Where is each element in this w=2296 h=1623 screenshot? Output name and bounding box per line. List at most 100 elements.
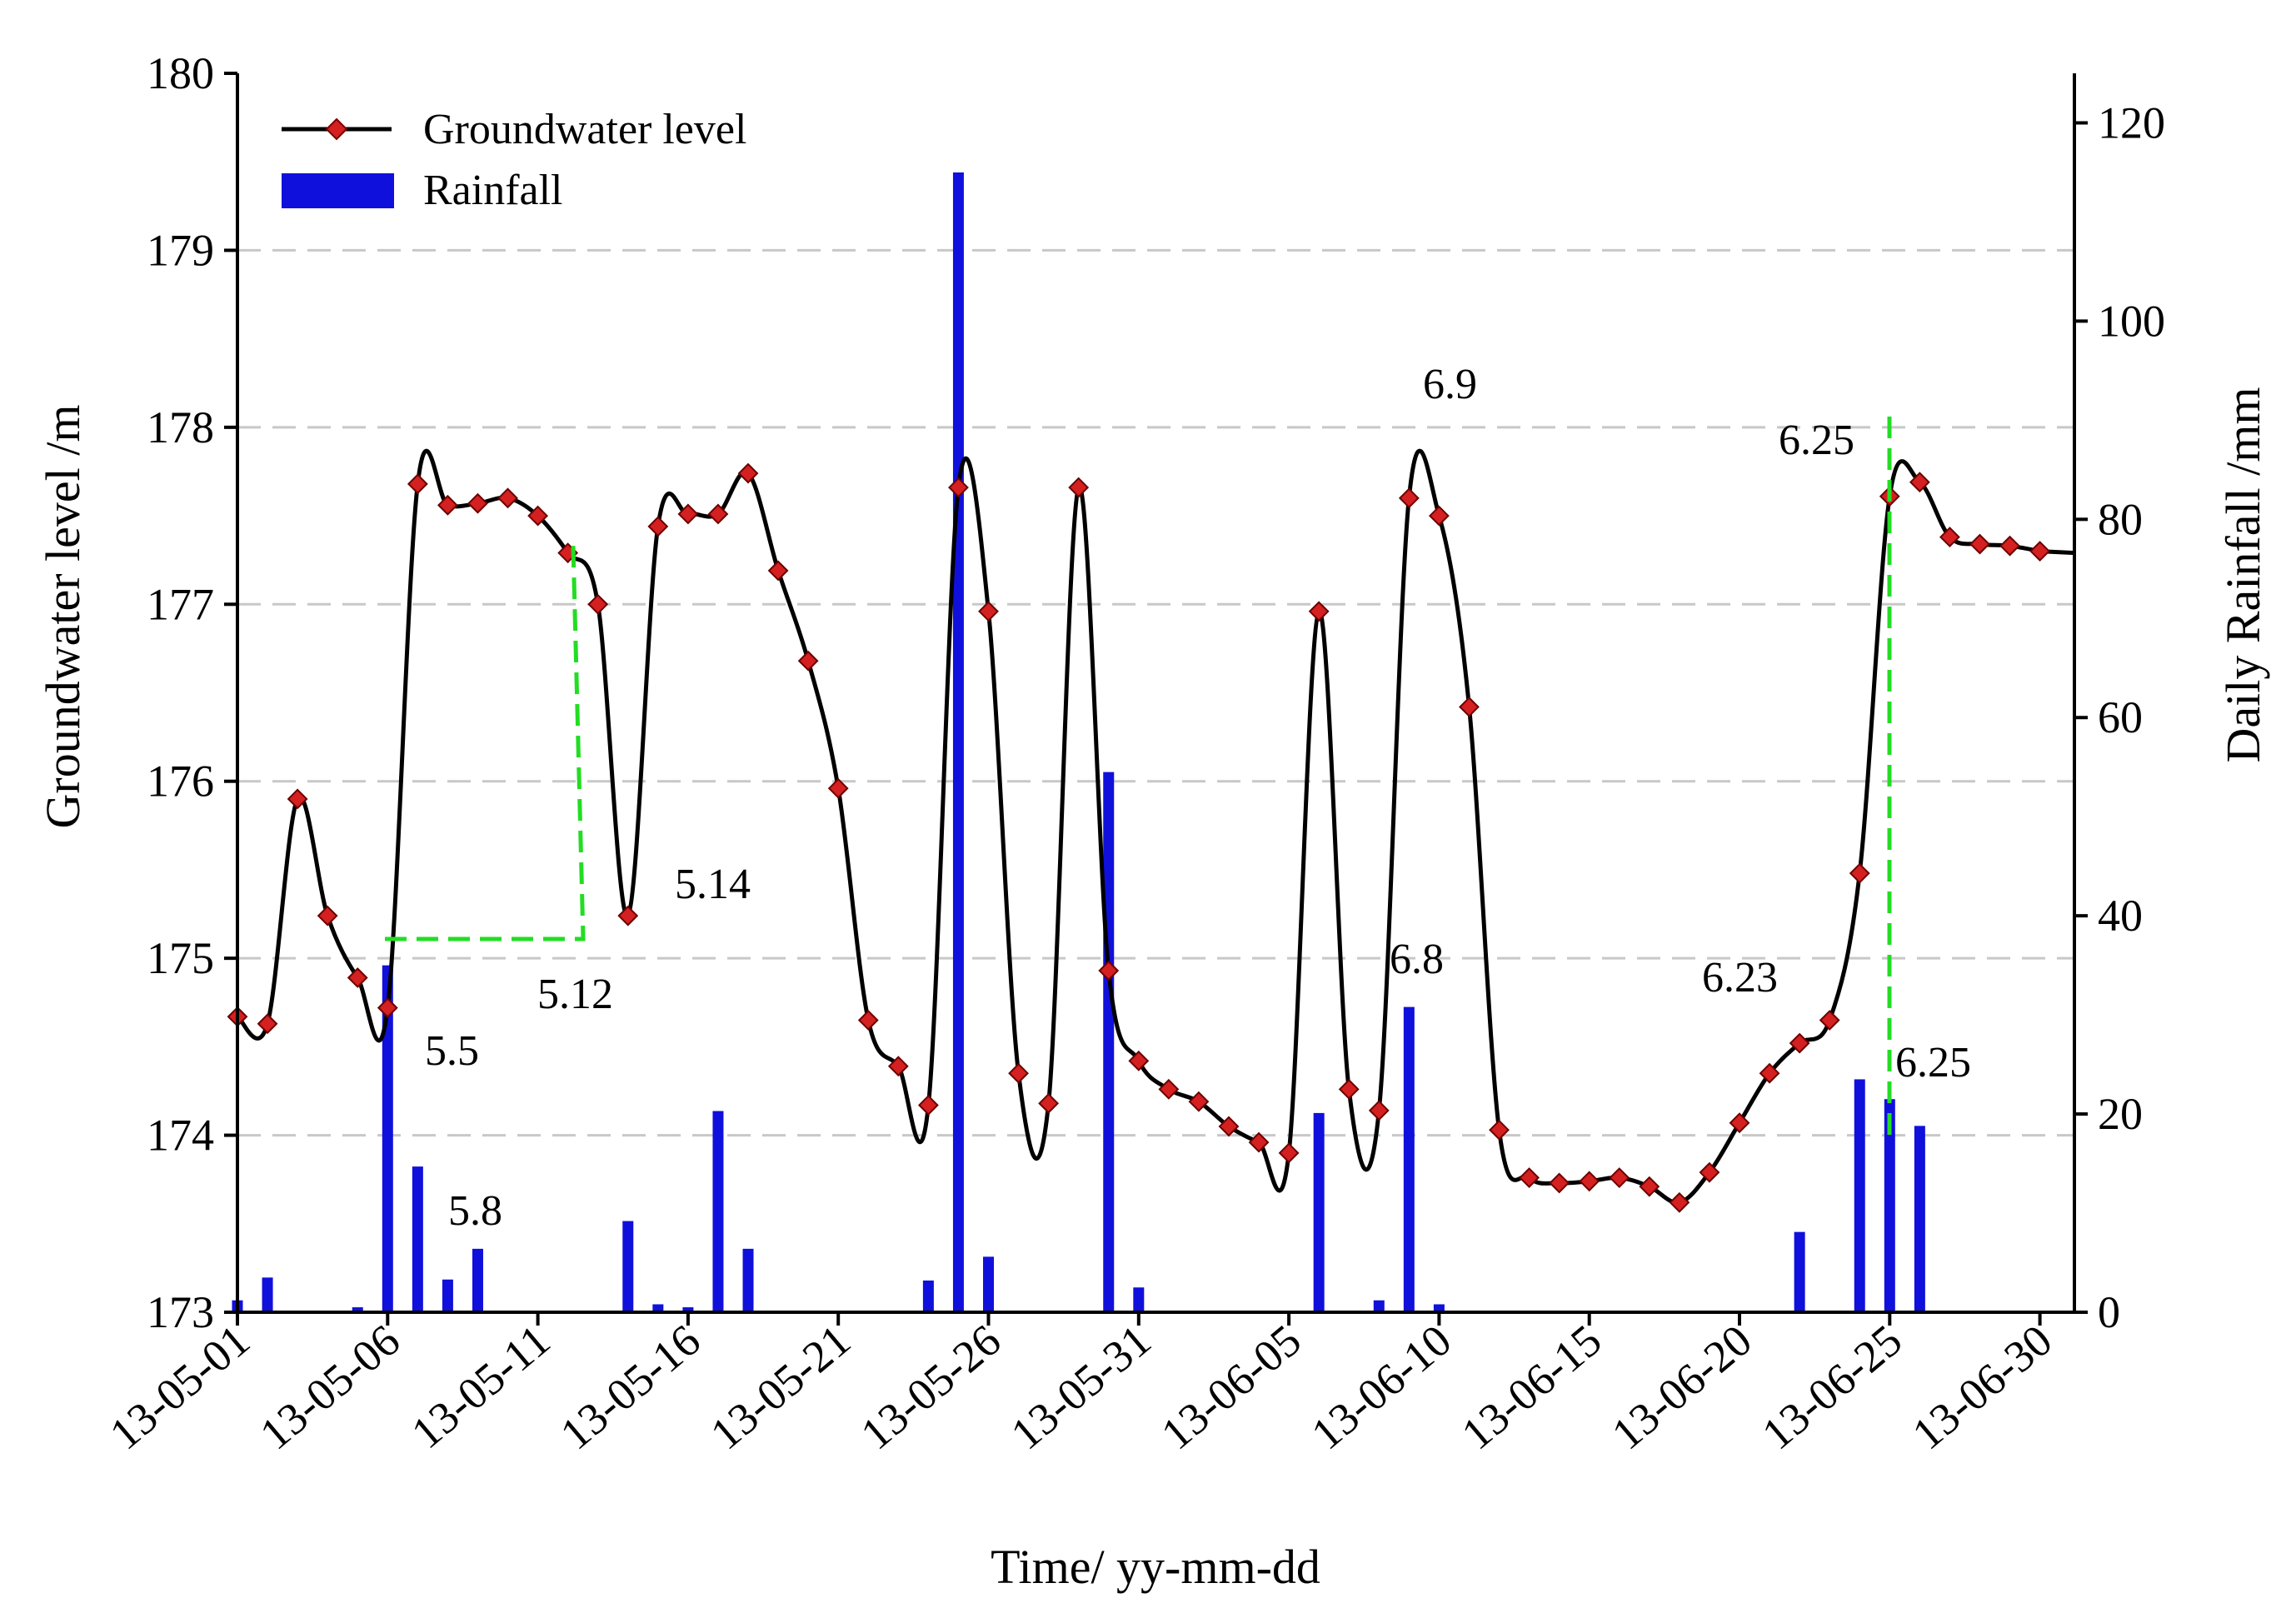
groundwater-point — [587, 593, 609, 615]
legend-bar-swatch — [282, 173, 394, 208]
rainfall-bars — [232, 172, 1925, 1313]
left-tick-label: 179 — [147, 225, 214, 275]
groundwater-point — [1969, 533, 1990, 555]
x-tick-label: 13-06-05 — [1152, 1315, 1310, 1459]
groundwater-point — [978, 601, 999, 622]
groundwater-point — [857, 1010, 879, 1031]
annotation-5-5: 5.5 — [425, 1027, 479, 1075]
legend-marker-icon — [325, 117, 348, 141]
right-axis-ticks: 0 20 40 60 80 100 120 — [2074, 97, 2165, 1337]
x-axis-title: Time/ yy-mm-dd — [991, 1540, 1320, 1594]
groundwater-point — [1819, 1010, 1840, 1031]
groundwater-point — [1639, 1176, 1660, 1197]
x-tick-label: 13-05-16 — [551, 1315, 709, 1459]
groundwater-point — [1609, 1167, 1630, 1188]
groundwater-point — [1849, 862, 1870, 884]
groundwater-point — [647, 516, 669, 537]
groundwater-point — [1278, 1142, 1300, 1164]
groundwater-point — [1669, 1191, 1690, 1213]
rainfall-bar — [682, 1307, 694, 1312]
groundwater-line — [236, 448, 2075, 1205]
rainfall-bar — [442, 1279, 453, 1312]
x-tick-label: 13-06-30 — [1903, 1315, 2061, 1459]
groundwater-point — [1158, 1078, 1180, 1100]
rainfall-bar — [262, 1277, 273, 1312]
groundwater-point — [1909, 472, 1930, 493]
axes — [236, 73, 2076, 1314]
rainfall-bar — [983, 1256, 994, 1312]
groundwater-point — [1188, 1091, 1210, 1112]
right-tick-label: 80 — [2098, 494, 2143, 544]
right-tick-label: 100 — [2098, 296, 2165, 346]
left-tick-label: 176 — [147, 757, 214, 807]
groundwater-series — [227, 448, 2075, 1213]
gridlines — [237, 248, 2074, 1137]
rainfall-bar — [1433, 1304, 1445, 1312]
right-axis-title: Daily Rainfall /mm — [2216, 387, 2270, 762]
left-tick-label: 177 — [147, 579, 214, 629]
groundwater-point — [467, 492, 488, 514]
groundwater-point — [1999, 535, 2020, 557]
x-tick-label: 13-05-26 — [851, 1315, 1010, 1459]
groundwater-point — [1759, 1062, 1780, 1084]
groundwater-point — [1729, 1112, 1750, 1134]
annotation-dashed-lines — [385, 417, 1892, 1137]
groundwater-point — [527, 505, 549, 527]
groundwater-point — [1338, 1078, 1360, 1100]
rainfall-bar — [622, 1221, 634, 1312]
rainfall-bar — [652, 1304, 664, 1312]
rainfall-bar — [1854, 1079, 1865, 1312]
rainfall-bar — [952, 172, 964, 1313]
annotation-6-23: 6.23 — [1702, 954, 1778, 1001]
right-tick-label: 60 — [2098, 692, 2143, 742]
x-tick-label: 13-06-20 — [1602, 1315, 1760, 1459]
annotation-5-12: 5.12 — [537, 971, 613, 1018]
x-tick-label: 13-06-25 — [1753, 1315, 1911, 1459]
groundwater-point — [1789, 1032, 1810, 1054]
groundwater-point — [1038, 1092, 1060, 1114]
rainfall-bar — [1313, 1112, 1325, 1312]
groundwater-point — [1098, 960, 1120, 981]
groundwater-point — [1248, 1131, 1270, 1153]
groundwater-point — [737, 462, 759, 484]
groundwater-point — [707, 503, 729, 525]
groundwater-point — [917, 1095, 939, 1116]
rainfall-bar — [382, 965, 393, 1312]
legend-label-groundwater: Groundwater level — [423, 106, 746, 153]
x-axis-ticks: 13-05-0113-05-0613-05-1113-05-1613-05-21… — [100, 1312, 2061, 1459]
right-tick-label: 0 — [2098, 1287, 2120, 1337]
rainfall-bar — [742, 1248, 754, 1312]
annotation-6-25-bottom: 6.25 — [1895, 1039, 1971, 1086]
groundwater-point — [1398, 487, 1420, 509]
legend-label-rainfall: Rainfall — [423, 167, 563, 214]
groundwater-point — [1128, 1050, 1150, 1071]
left-tick-label: 173 — [147, 1287, 214, 1337]
rainfall-bar — [1403, 1006, 1415, 1312]
groundwater-point — [1068, 477, 1090, 498]
annotation-5-14: 5.14 — [675, 861, 751, 908]
x-tick-label: 13-05-11 — [402, 1315, 560, 1458]
groundwater-point — [1368, 1100, 1390, 1121]
x-tick-label: 13-06-10 — [1302, 1315, 1460, 1459]
rainfall-bar — [352, 1307, 363, 1312]
annotation-line-5-5-to-5-12 — [385, 545, 586, 941]
annotation-6-8: 6.8 — [1390, 936, 1444, 983]
rainfall-bar — [472, 1248, 483, 1312]
x-tick-label: 13-05-31 — [1001, 1315, 1160, 1459]
groundwater-point — [2029, 541, 2051, 562]
groundwater-point — [347, 967, 368, 988]
groundwater-point — [1218, 1116, 1240, 1137]
groundwater-point — [677, 503, 699, 525]
left-axis-title: Groundwater level /m — [36, 405, 90, 829]
annotation-6-25-top: 6.25 — [1779, 417, 1854, 464]
groundwater-point — [1459, 697, 1480, 717]
groundwater-point — [287, 788, 308, 810]
left-axis-ticks: 173 174 175 176 177 178 179 180 — [147, 48, 237, 1337]
groundwater-point — [497, 487, 518, 509]
left-tick-label: 175 — [147, 933, 214, 983]
groundwater-point — [1519, 1167, 1540, 1188]
left-tick-label: 178 — [147, 402, 214, 452]
groundwater-point — [1308, 601, 1330, 622]
rainfall-bar — [1914, 1126, 1925, 1312]
groundwater-point — [1549, 1172, 1570, 1194]
